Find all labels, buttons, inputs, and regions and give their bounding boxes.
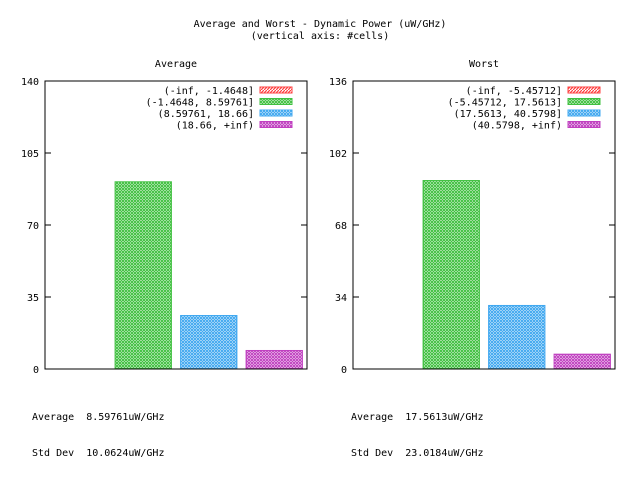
stat-stddev-row: Std Dev 23.0184uW/GHz (351, 448, 483, 460)
bar (114, 181, 172, 370)
bar (553, 353, 611, 370)
stat-value: 10.0624uW/GHz (86, 448, 165, 459)
stats-average: Average 8.59761uW/GHz Std Dev 10.0624uW/… (32, 388, 164, 472)
stats-worst: Average 17.5613uW/GHz Std Dev 23.0184uW/… (351, 388, 483, 472)
stat-average-row: Average 17.5613uW/GHz (351, 412, 483, 424)
y-tick-label: 68 (335, 221, 347, 232)
legend-label: (8.59761, 18.66] (158, 109, 254, 120)
plot-frame (352, 80, 616, 370)
bar (245, 349, 303, 370)
legend-label: (17.5613, 40.5798] (454, 109, 562, 120)
legend-swatch (259, 109, 293, 117)
y-tick-label: 35 (27, 293, 39, 304)
y-tick-label: 105 (21, 149, 39, 160)
chart-worst: Worst 0 34 68 102 136 (-inf, -5.45712](-5.4571… (329, 59, 616, 376)
stat-value: 23.0184uW/GHz (405, 448, 484, 459)
legend-label: (-1.4648, 8.59761] (146, 98, 254, 109)
y-tick-label: 34 (335, 293, 347, 304)
y-tick-label: 102 (329, 149, 347, 160)
legend-swatch (259, 86, 293, 94)
legend-label: (-inf, -1.4648] (164, 86, 254, 97)
chart-title: Worst (469, 59, 499, 70)
legend-label: (40.5798, +inf) (472, 121, 562, 132)
legend-swatch (567, 98, 601, 105)
stat-average-row: Average 8.59761uW/GHz (32, 412, 164, 424)
bar (422, 180, 480, 370)
y-tick-label: 0 (33, 365, 39, 376)
chart-title: Average (155, 59, 197, 70)
legend-label: (-5.45712, 17.5613] (448, 98, 562, 109)
y-tick-label: 70 (27, 221, 39, 232)
figure-title: Average and Worst - Dynamic Power (uW/GH… (194, 19, 447, 30)
stat-label: Average (32, 412, 75, 423)
y-tick-label: 140 (21, 77, 39, 88)
stat-label: Std Dev (32, 448, 75, 459)
stat-label: Std Dev (351, 448, 394, 459)
y-tick-label: 136 (329, 77, 347, 88)
stat-value: 8.59761uW/GHz (86, 412, 165, 423)
chart-average: Average 0 35 70 105 140 (-inf, -1.4648](-1.464… (21, 59, 308, 376)
legend-swatch (567, 109, 601, 117)
legend-label: (-inf, -5.45712] (466, 86, 562, 97)
plot-frame (44, 80, 308, 370)
legend-swatch (259, 121, 293, 128)
stat-label: Average (351, 412, 394, 423)
legend-swatch (259, 98, 293, 105)
legend-swatch (567, 121, 601, 128)
legend-label: (18.66, +inf) (176, 121, 254, 132)
stat-value: 17.5613uW/GHz (405, 412, 484, 423)
stat-stddev-row: Std Dev 10.0624uW/GHz (32, 448, 164, 460)
figure-subtitle: (vertical axis: #cells) (251, 31, 389, 42)
y-tick-label: 0 (341, 365, 347, 376)
bar (488, 304, 546, 370)
legend-swatch (567, 86, 601, 94)
bar (180, 315, 238, 370)
